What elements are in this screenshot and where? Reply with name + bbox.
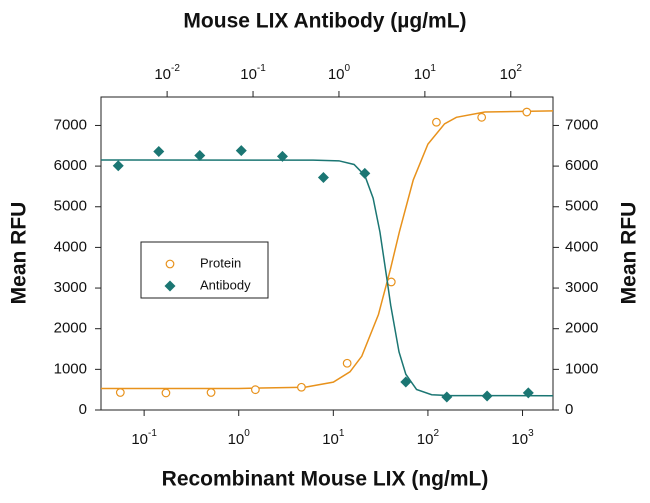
x2-tick-label: 10-1 [240,63,266,83]
y2-axis-label: Mean RFU [618,202,641,305]
data-point [522,107,532,117]
x-tick-label: 103 [511,428,534,448]
legend-marker [165,259,175,269]
y-axis-label: Mean RFU [8,202,31,305]
data-point [153,145,165,157]
data-point [250,385,260,395]
x2-tick-label: 102 [500,63,523,83]
data-point [342,358,352,368]
y2-tick-label: 2000 [565,320,598,337]
y2-tick-label: 7000 [565,116,598,133]
data-point [481,390,493,402]
data-point [432,117,441,127]
fit-curve [100,159,554,397]
x-axis-label: Recombinant Mouse LIX (ng/mL) [162,468,489,491]
data-point [522,387,534,399]
legend-box [140,241,269,299]
y2-tick-label: 3000 [565,279,598,296]
fit-curve [101,110,554,390]
data-point [400,376,412,388]
x2-tick-label: 100 [328,63,351,83]
data-point [359,167,371,179]
y-tick-label: 0 [79,401,87,418]
data-point [386,277,396,287]
data-point [317,171,329,183]
y-tick-label: 3000 [54,279,87,296]
x-tick-label: 10-1 [131,428,157,448]
y2-tick-label: 1000 [565,360,598,377]
x2-tick-label: 10-2 [154,63,180,83]
y-tick-label: 1000 [54,360,87,377]
y-tick-label: 4000 [54,238,87,255]
y-tick-label: 7000 [54,116,87,133]
data-point [297,382,306,392]
data-point [235,145,247,157]
legend-label: Antibody [200,277,251,292]
y-tick-label: 5000 [54,198,87,215]
data-point [477,112,487,122]
data-point [115,388,125,397]
x-tick-label: 101 [322,428,345,448]
x-tick-label: 100 [228,428,251,448]
x2-tick-label: 101 [414,63,437,83]
data-point [194,150,206,162]
y2-tick-label: 4000 [565,238,598,255]
y2-tick-label: 6000 [565,157,598,174]
y-tick-label: 2000 [54,320,87,337]
legend-label: Protein [200,255,241,270]
data-point [112,160,124,172]
y2-tick-label: 0 [565,401,573,418]
data-point [441,391,453,403]
y2-tick-label: 5000 [565,198,598,215]
legend-marker [164,280,176,292]
chart-title: Mouse LIX Antibody (µg/mL) [183,10,466,33]
y-tick-label: 6000 [54,157,87,174]
x-tick-label: 102 [417,428,440,448]
data-point [276,150,288,162]
data-point [206,388,216,397]
plot-frame [100,96,554,411]
data-point [161,388,171,398]
